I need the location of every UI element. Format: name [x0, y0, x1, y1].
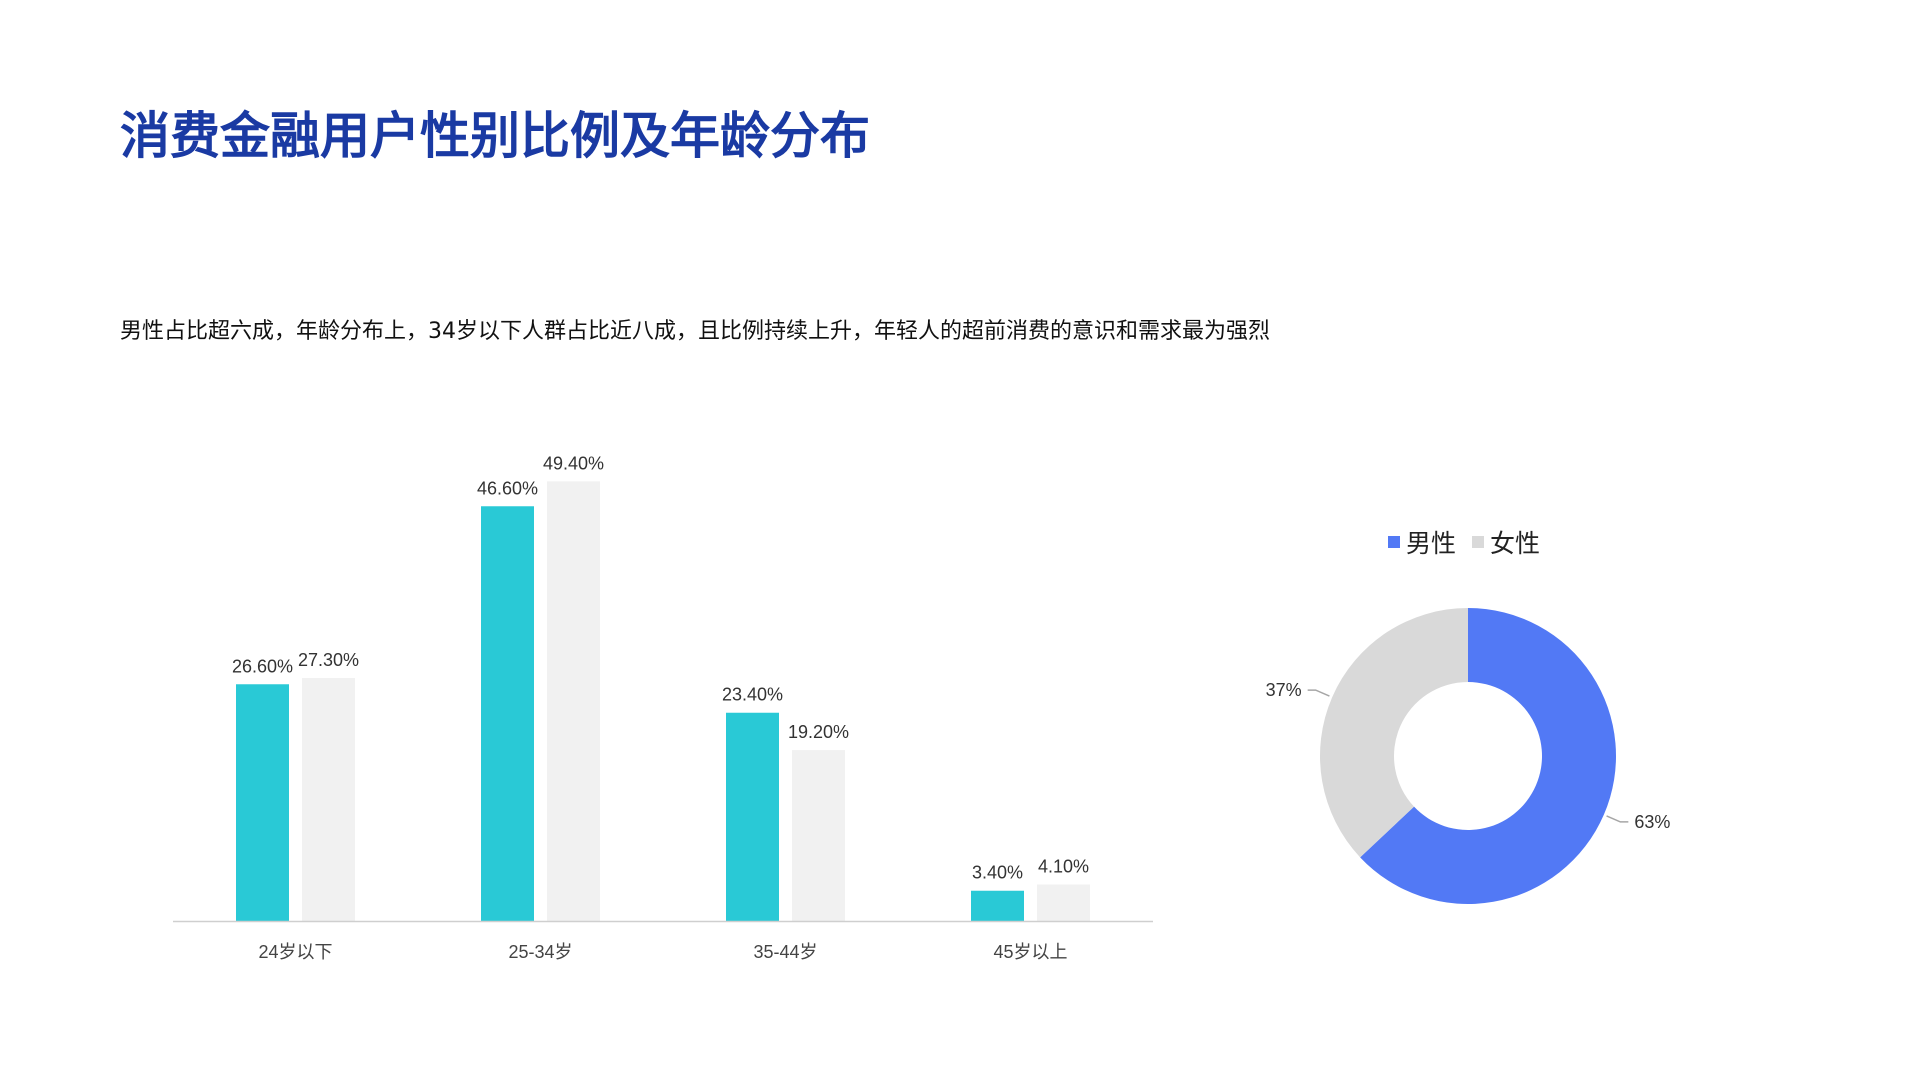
legend-item-male: 男性 [1388, 524, 1456, 560]
bar-label-1-2: 23.40% [722, 685, 783, 705]
bar-2-3 [1037, 884, 1090, 921]
x-tick-label-0: 24岁以下 [258, 942, 332, 962]
donut-label-0: 63% [1634, 812, 1670, 832]
legend-item-female: 女性 [1472, 524, 1540, 560]
bar-label-1-0: 26.60% [232, 656, 293, 676]
bar-label-2-0: 27.30% [298, 650, 359, 670]
bar-1-0 [236, 684, 289, 921]
bar-2-0 [302, 678, 355, 921]
legend-label-male: 男性 [1406, 529, 1457, 558]
x-tick-label-3: 45岁以上 [993, 942, 1067, 962]
bar-1-3 [971, 890, 1024, 921]
legend-swatch-male [1388, 536, 1400, 548]
donut-slice-1 [1320, 608, 1468, 858]
donut-legend: 男性 女性 [1388, 524, 1556, 560]
page-title: 消费金融用户性别比例及年龄分布 [120, 107, 870, 165]
bar-2-2 [792, 750, 845, 921]
bar-label-1-1: 46.60% [477, 478, 538, 498]
donut-label-1: 37% [1266, 680, 1302, 700]
legend-label-female: 女性 [1490, 529, 1541, 558]
page-subtitle: 男性占比超六成，年龄分布上，34岁以下人群占比近八成，且比例持续上升，年轻人的超… [120, 319, 1270, 344]
bar-label-2-3: 4.10% [1038, 857, 1089, 877]
donut-leader-line-0 [1606, 815, 1629, 823]
x-tick-label-2: 35-44岁 [753, 942, 817, 962]
donut-slice-0 [1360, 608, 1617, 904]
legend-swatch-female [1472, 536, 1485, 548]
donut-leader-line-1 [1307, 689, 1330, 697]
bar-label-1-3: 3.40% [972, 863, 1023, 883]
bar-2-1 [547, 481, 600, 921]
bar-label-2-2: 19.20% [788, 722, 849, 742]
x-tick-label-1: 25-34岁 [508, 942, 572, 962]
bar-label-2-1: 49.40% [543, 453, 604, 473]
bar-1-2 [726, 712, 779, 921]
bar-1-1 [481, 506, 534, 921]
